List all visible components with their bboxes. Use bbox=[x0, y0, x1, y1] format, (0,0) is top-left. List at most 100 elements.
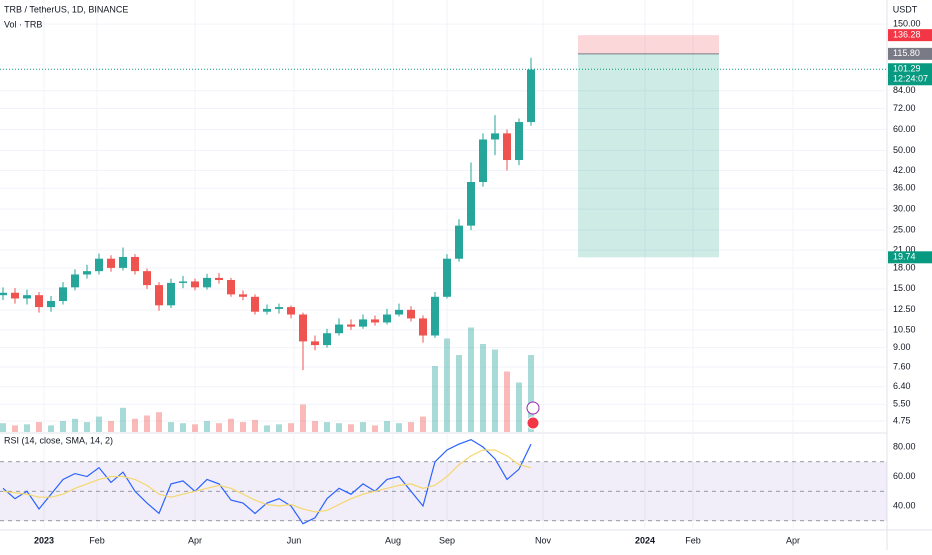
candle-body bbox=[119, 256, 127, 268]
symbol-title: TRB / TetherUS, 1D, BINANCE bbox=[4, 4, 128, 14]
volume-bar bbox=[252, 419, 258, 432]
grid bbox=[0, 0, 887, 530]
y-tick-label: 36.00 bbox=[893, 183, 916, 193]
y-tick-label: 6.40 bbox=[893, 381, 911, 391]
volume-bar bbox=[48, 425, 54, 432]
x-tick-label: 2024 bbox=[635, 535, 655, 545]
candle-body bbox=[419, 318, 427, 336]
volume-bar bbox=[120, 407, 126, 432]
rsi-title: RSI (14, close, SMA, 14, 2) bbox=[4, 435, 113, 445]
candle-body bbox=[275, 307, 283, 309]
target-zone bbox=[578, 53, 719, 258]
candle-body bbox=[191, 281, 199, 288]
y-tick-label: 10.50 bbox=[893, 324, 916, 334]
volume-bar bbox=[300, 404, 306, 432]
candle-body bbox=[407, 309, 415, 319]
volume-bar bbox=[372, 425, 378, 432]
candle-body bbox=[0, 292, 7, 296]
volume-bar bbox=[108, 421, 114, 432]
volume-bar bbox=[396, 423, 402, 432]
volume-bar bbox=[504, 371, 510, 432]
y-tick-label: 84.00 bbox=[893, 85, 916, 95]
volume-bar bbox=[528, 355, 534, 432]
rsi-line bbox=[2, 438, 532, 525]
volume-bar bbox=[72, 418, 78, 432]
volume-bar bbox=[96, 416, 102, 432]
candle-body bbox=[251, 296, 259, 312]
candle-body bbox=[359, 319, 367, 327]
volume-bar bbox=[468, 327, 474, 432]
volume-bar bbox=[324, 422, 330, 432]
rsi-tick-label: 80.00 bbox=[893, 441, 916, 451]
volume-bar bbox=[456, 355, 462, 432]
stop-tag-bg bbox=[888, 29, 932, 42]
rsi-tick-label: 40.00 bbox=[893, 500, 916, 510]
candle-body bbox=[455, 225, 463, 259]
volume-bar bbox=[240, 422, 246, 432]
y-tick-label: 72.00 bbox=[893, 103, 916, 113]
candle-body bbox=[395, 309, 403, 315]
candle-body bbox=[59, 287, 67, 301]
target-tag: 19.74 bbox=[893, 252, 916, 262]
candle-body bbox=[491, 133, 499, 140]
candle-body bbox=[263, 308, 271, 312]
y-tick-label: 18.00 bbox=[893, 262, 916, 272]
candle-body bbox=[227, 280, 235, 295]
candle-body bbox=[35, 295, 43, 308]
last-price-tag: 101.29 bbox=[893, 64, 921, 74]
y-tick-label: 7.60 bbox=[893, 361, 911, 371]
event-icon[interactable] bbox=[526, 416, 540, 430]
x-tick-label: Nov bbox=[535, 535, 552, 545]
candle-body bbox=[347, 324, 355, 327]
volume-bar bbox=[408, 422, 414, 432]
entry-tag: 115.80 bbox=[893, 48, 920, 58]
volume-bar bbox=[348, 424, 354, 432]
y-tick-label: 42.00 bbox=[893, 165, 916, 175]
volume-bar bbox=[132, 418, 138, 432]
candle-body bbox=[107, 258, 115, 268]
candle-body bbox=[323, 333, 331, 346]
y-tick-label: 150.00 bbox=[893, 18, 921, 28]
candle-body bbox=[143, 271, 151, 286]
volume-bar bbox=[444, 338, 450, 432]
volume-bar bbox=[204, 421, 210, 432]
candle-body bbox=[311, 341, 319, 346]
candle-body bbox=[11, 292, 19, 299]
last-price-tag: 12:24:07 bbox=[893, 74, 928, 84]
y-tick-label: 30.00 bbox=[893, 204, 916, 214]
candle-body bbox=[155, 285, 163, 306]
event-icon[interactable] bbox=[526, 401, 540, 415]
y-tick-label: 12.50 bbox=[893, 304, 916, 314]
candle-body bbox=[299, 314, 307, 342]
volume-bar bbox=[156, 412, 162, 432]
volume-bar bbox=[180, 423, 186, 432]
candle-body bbox=[335, 324, 343, 334]
candle-body bbox=[203, 277, 211, 288]
x-tick-label: Feb bbox=[685, 535, 701, 545]
candle-body bbox=[95, 258, 103, 272]
candle-body bbox=[443, 258, 451, 297]
volume-bar bbox=[12, 425, 18, 432]
y-tick-label: 21.00 bbox=[893, 245, 916, 255]
stop-tag: 136.28 bbox=[893, 30, 921, 40]
rsi-line bbox=[2, 449, 532, 513]
candle-body bbox=[167, 282, 175, 306]
volume-bar bbox=[36, 422, 42, 432]
candle-body bbox=[131, 256, 139, 272]
candle-body bbox=[515, 122, 523, 161]
y-tick-label: 50.00 bbox=[893, 145, 916, 155]
candle-body bbox=[23, 295, 31, 299]
y-tick-label: 9.00 bbox=[893, 342, 911, 352]
x-tick-label: Feb bbox=[89, 535, 105, 545]
volume-bar bbox=[516, 382, 522, 432]
volume-bar bbox=[384, 421, 390, 432]
candle-body bbox=[179, 281, 187, 283]
candle-body bbox=[371, 319, 379, 323]
y-tick-label: 5.50 bbox=[893, 399, 911, 409]
x-tick-label: Apr bbox=[786, 535, 800, 545]
volume-bar bbox=[216, 423, 222, 432]
volume-bar bbox=[492, 349, 498, 432]
volume-bar bbox=[144, 415, 150, 432]
candle-body bbox=[527, 69, 535, 123]
volume-bar bbox=[360, 422, 366, 432]
